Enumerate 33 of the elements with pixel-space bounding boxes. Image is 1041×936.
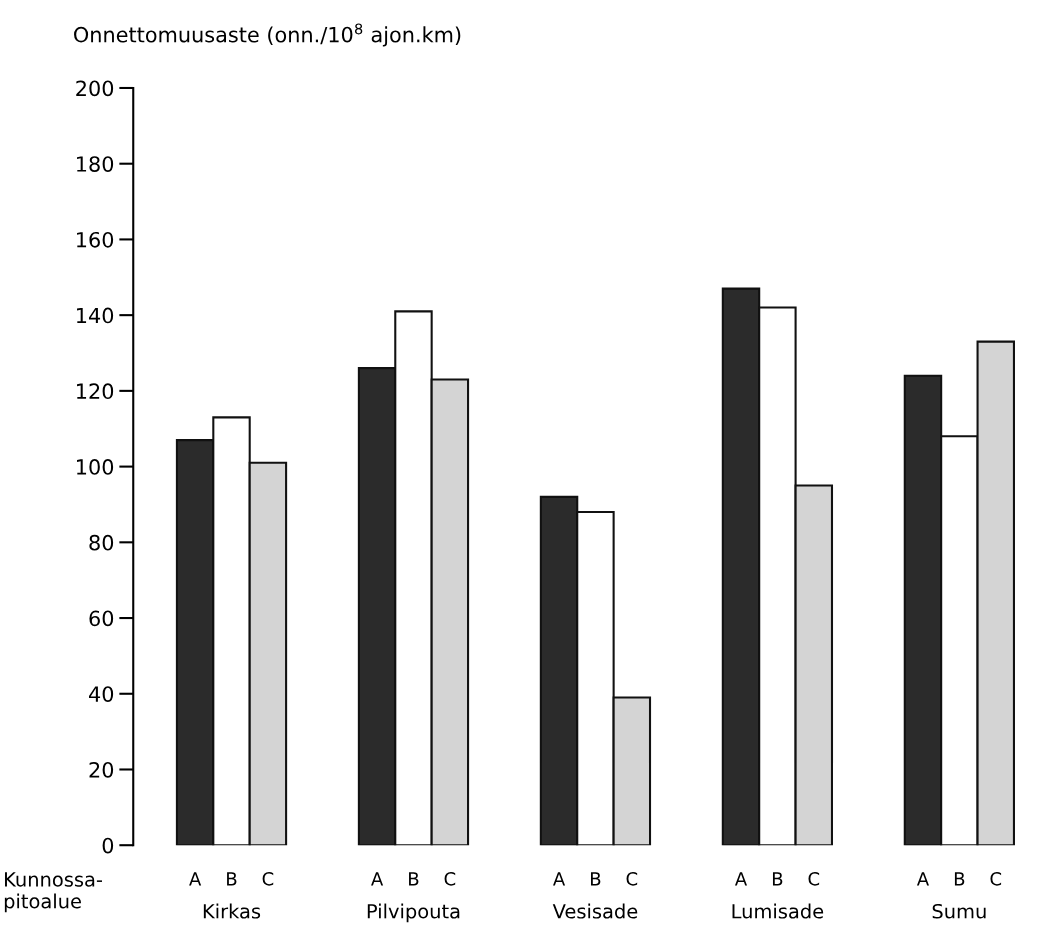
text: A xyxy=(734,872,748,886)
text: B xyxy=(409,872,419,886)
y-tick-label: 20 xyxy=(89,761,114,778)
y-tick-label: 80 xyxy=(89,534,114,551)
text: C xyxy=(444,872,456,886)
text: B xyxy=(772,872,783,886)
y-tick-label: 40 xyxy=(89,686,114,702)
y-tick-label: 200 xyxy=(76,80,114,97)
text: A xyxy=(553,872,566,886)
y-tick-label: 60 xyxy=(89,610,114,627)
series-label: B xyxy=(227,872,237,886)
y-tick-label: 120 xyxy=(77,383,114,400)
x-axis-title: Kunnossa- pitoalue xyxy=(4,872,103,913)
text: C xyxy=(990,872,1002,886)
y-tick-label: 160 xyxy=(77,231,114,248)
x-tick-label: Vesisade xyxy=(552,903,638,919)
series-label: A xyxy=(189,872,202,886)
text: B xyxy=(591,872,601,886)
text: A xyxy=(916,872,929,886)
series-label: C xyxy=(262,872,274,886)
x-tick-label: Pilvipouta xyxy=(367,903,460,923)
x-tick-label: Sumu xyxy=(932,903,986,919)
y-axis-title: Onnettomuusaste (onn./10$^{8}$ ajon.km) xyxy=(74,23,461,47)
x-tick-label: Kirkas xyxy=(203,903,261,919)
y-tick-label: 0 xyxy=(102,837,114,854)
y-tick-label: 100 xyxy=(77,459,114,475)
text: C xyxy=(808,872,820,886)
text: B xyxy=(954,872,965,886)
text: C xyxy=(626,872,638,886)
x-tick-label: Lumisade xyxy=(732,903,824,919)
text: A xyxy=(371,872,384,886)
y-tick-label: 140 xyxy=(77,307,114,324)
y-tick-label: 180 xyxy=(77,156,114,172)
